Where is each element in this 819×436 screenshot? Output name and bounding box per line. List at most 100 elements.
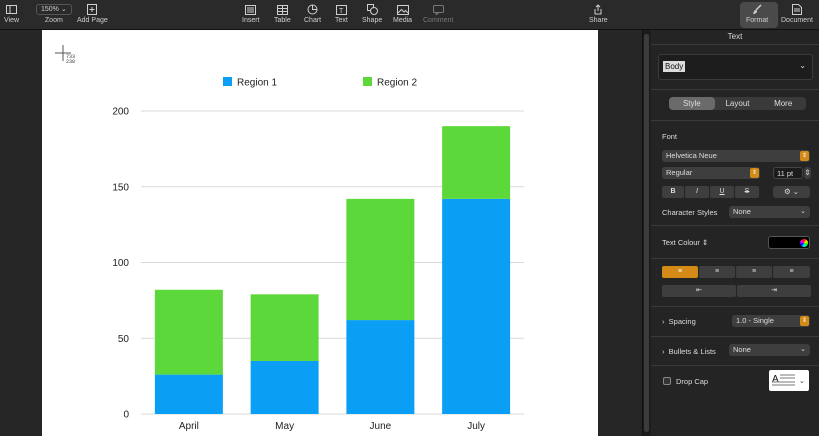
comment-icon	[432, 3, 444, 16]
add-page-label: Add Page	[77, 17, 108, 24]
media-image-icon	[396, 3, 409, 16]
media-label: Media	[393, 17, 413, 24]
character-styles-select[interactable]: None ⌄	[729, 206, 810, 218]
align-left-button[interactable]: ≡	[662, 266, 698, 278]
chart-pie-icon	[307, 3, 318, 16]
document-label: Document	[781, 17, 813, 24]
divider	[651, 120, 819, 121]
bullets-lists-select[interactable]: None ⌄	[729, 344, 810, 356]
format-inspector: Text Body ⌄ Style Layout More Font Helve…	[651, 30, 819, 436]
share-label: Share	[589, 17, 608, 24]
align-justify-button[interactable]: ≡	[773, 266, 810, 278]
italic-button[interactable]: I	[685, 186, 709, 198]
font-section-label: Font	[662, 132, 678, 141]
divider	[651, 44, 819, 45]
cursor-y-readout: 238	[66, 59, 76, 65]
bar-region-1-may	[250, 360, 319, 414]
advanced-options-button[interactable]: ⚙ ⌄	[773, 186, 810, 198]
chevron-down-icon: ⌄	[799, 61, 806, 70]
tab-style[interactable]: Style	[669, 97, 715, 110]
font-typeface-select[interactable]: Regular ⇕	[662, 167, 760, 179]
tab-more[interactable]: More	[774, 99, 793, 108]
text-box-icon: T	[335, 3, 347, 16]
spacing-disclosure[interactable]: › Spacing	[662, 317, 696, 326]
zoom-select[interactable]: 150% ⌄	[36, 4, 72, 15]
document-icon	[791, 3, 802, 16]
divider	[651, 258, 819, 259]
vertical-scrollbar[interactable]	[642, 30, 650, 436]
stepper-icon: ⇕	[804, 168, 811, 177]
cursor-coordinate-readout: 733 238	[66, 55, 75, 65]
add-page-icon	[87, 3, 98, 16]
text-colour-swatch[interactable]	[768, 236, 810, 249]
media-button[interactable]: Media	[393, 3, 412, 24]
x-category-label: May	[275, 421, 294, 432]
legend-label: Region 1	[237, 78, 277, 89]
insert-button[interactable]: Insert	[242, 3, 260, 24]
paragraph-style-name: Body	[663, 61, 686, 72]
align-center-icon: ≡	[714, 268, 720, 275]
table-button[interactable]: Table	[274, 3, 291, 24]
scrollbar-thumb[interactable]	[644, 34, 649, 432]
font-size-stepper[interactable]: ⇕	[804, 167, 811, 179]
legend-swatch	[363, 77, 372, 86]
shape-icon	[366, 3, 378, 16]
paragraph-style-selector[interactable]: Body ⌄	[658, 54, 813, 80]
indent-icon: ⇥	[771, 287, 777, 294]
x-category-label: April	[179, 421, 199, 432]
font-family-value: Helvetica Neue	[666, 151, 717, 160]
increase-indent-button[interactable]: ⇥	[737, 285, 811, 297]
underline-button[interactable]: U	[710, 186, 734, 198]
view-button[interactable]: View	[4, 3, 19, 24]
drop-cap-checkbox[interactable]	[663, 377, 671, 385]
align-right-icon: ≡	[751, 268, 757, 275]
align-right-button[interactable]: ≡	[736, 266, 772, 278]
align-left-icon: ≡	[677, 268, 683, 275]
zoom-control[interactable]: 150% ⌄ Zoom	[36, 3, 72, 24]
updown-chevron-icon: ⇕	[800, 151, 809, 161]
shape-button[interactable]: Shape	[362, 3, 382, 24]
add-page-button[interactable]: Add Page	[77, 3, 108, 24]
chevron-down-icon: ⌄	[800, 346, 806, 353]
colour-wheel-icon[interactable]	[800, 239, 808, 247]
x-category-label: June	[370, 421, 392, 432]
sidebar-icon	[6, 3, 18, 16]
font-size-field[interactable]: 11 pt	[773, 167, 803, 179]
bar-region-1-april	[154, 374, 223, 414]
decrease-indent-button[interactable]: ⇤	[662, 285, 736, 297]
outdent-icon: ⇤	[696, 287, 702, 294]
legend-label: Region 2	[377, 78, 417, 89]
divider	[651, 89, 819, 90]
tab-layout[interactable]: Layout	[725, 99, 750, 108]
text-colour-text: Text Colour	[662, 238, 700, 247]
chart-legend[interactable]: Region 1 Region 2	[223, 77, 417, 89]
font-family-select[interactable]: Helvetica Neue ⇕	[662, 150, 810, 162]
share-button[interactable]: Share	[589, 3, 608, 24]
document-button[interactable]: Document	[781, 3, 813, 24]
svg-text:⌄: ⌄	[799, 378, 805, 385]
format-label: Format	[746, 17, 769, 24]
insert-icon	[245, 3, 257, 16]
x-axis-labels: April May June July	[179, 421, 485, 432]
bullets-lists-value: None	[733, 345, 751, 354]
paintbrush-icon	[752, 3, 763, 16]
comment-button[interactable]: Comment	[423, 3, 453, 24]
format-button[interactable]: Format	[746, 3, 768, 24]
updown-chevron-icon: ⇕	[702, 238, 709, 247]
bullets-disclosure[interactable]: › Bullets & Lists	[662, 347, 716, 356]
chart-button[interactable]: Chart	[304, 3, 321, 24]
bold-button[interactable]: B	[662, 186, 684, 198]
align-center-button[interactable]: ≡	[699, 266, 735, 278]
table-icon	[276, 3, 288, 16]
strikethrough-button[interactable]: S	[735, 186, 759, 198]
drop-cap-style-preview[interactable]: A ⌄	[769, 370, 809, 391]
chevron-right-icon: ›	[662, 347, 665, 356]
insert-label: Insert	[242, 17, 260, 24]
spacing-select[interactable]: 1.0 - Single ⇕	[732, 315, 810, 327]
text-button[interactable]: T Text	[335, 3, 348, 24]
indent-buttons: ⇤ ⇥	[662, 285, 811, 297]
align-justify-icon: ≡	[789, 268, 794, 275]
text-label: Text	[335, 17, 348, 24]
